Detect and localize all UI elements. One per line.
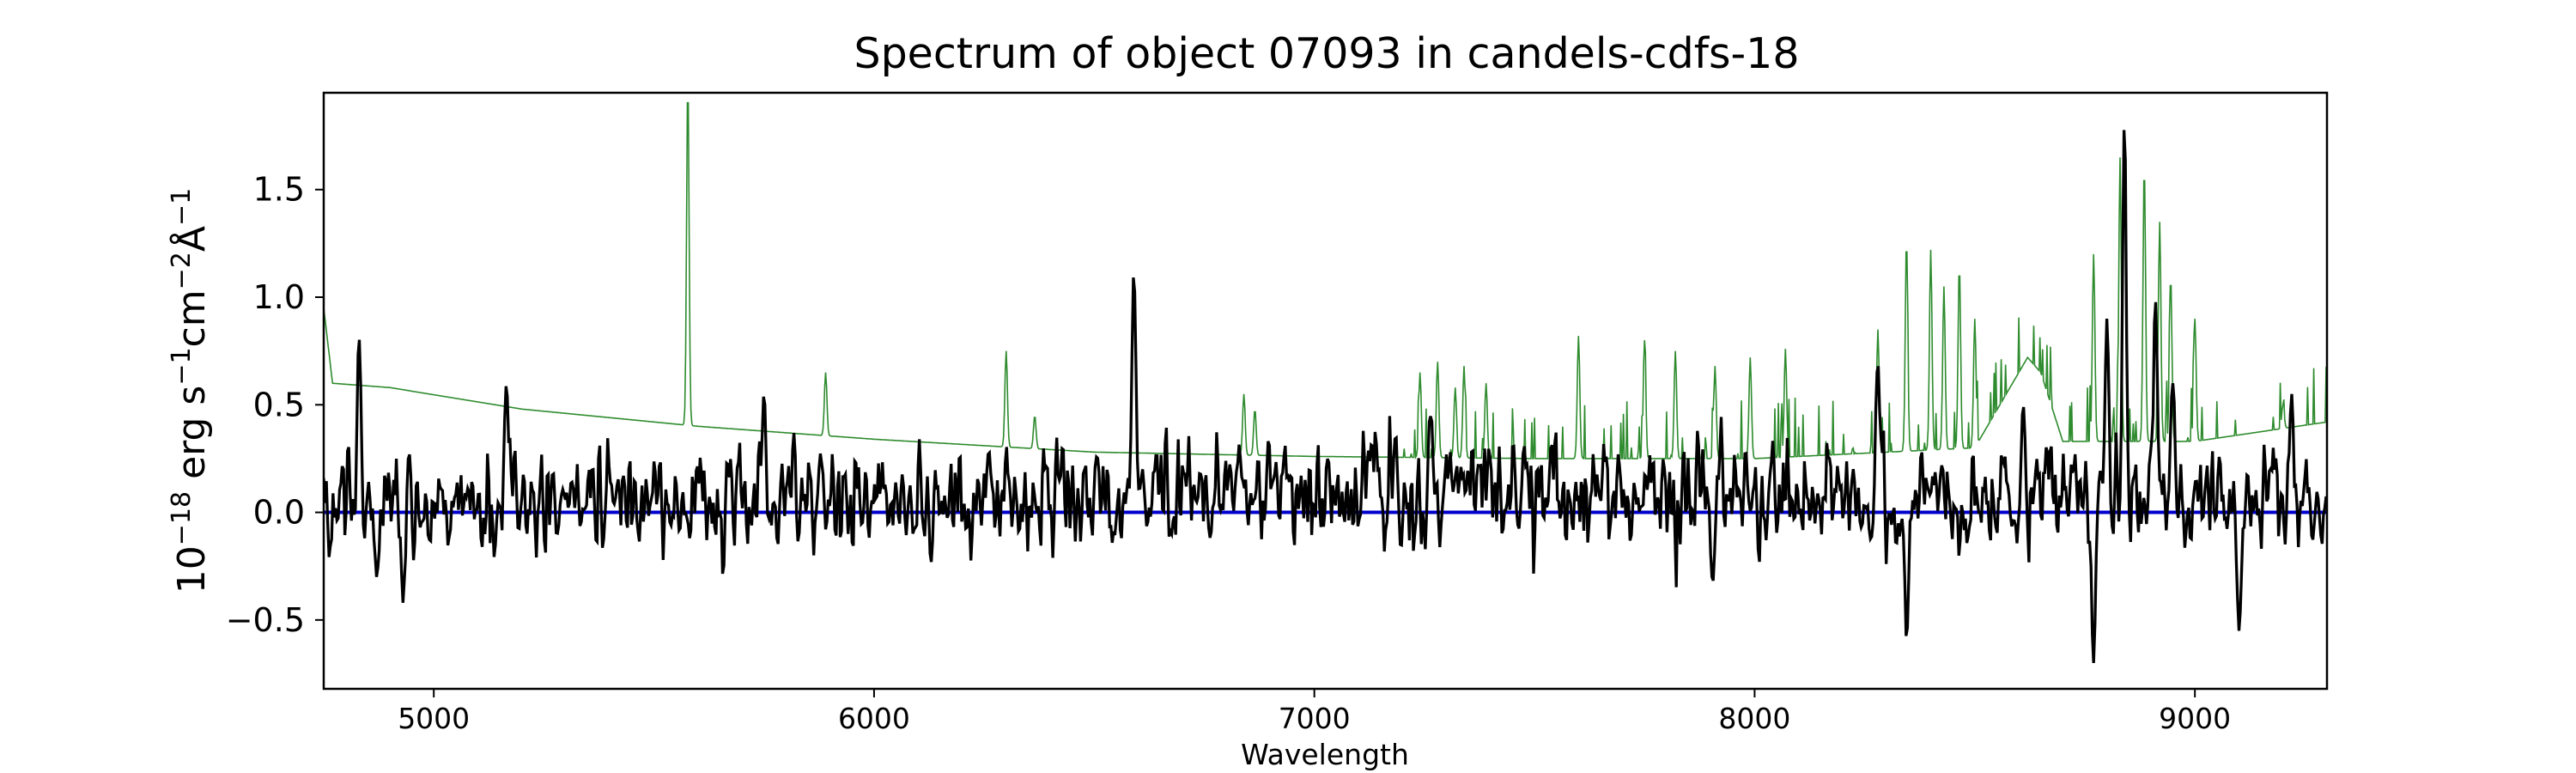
x-tick-label: 9000 [2159,702,2231,735]
x-axis-label: Wavelength [1241,738,1409,771]
y-tick-label: 1.5 [253,171,305,209]
y-label-exponent: −1 [167,347,197,385]
y-label-text: Å [168,226,214,252]
error-spectrum-line [324,101,2327,460]
y-label-text: cm [170,289,214,347]
y-axis-label: 10−18 erg s−1cm−2Å−1 [167,188,215,593]
y-label-text: 10 [170,545,214,593]
y-tick-label: −0.5 [226,601,305,639]
y-label-exponent: −18 [167,491,197,545]
y-tick-label: 0.5 [253,386,305,423]
y-tick-label: 0.0 [253,494,305,532]
x-tick-label: 8000 [1718,702,1790,735]
axes-frame [322,91,2329,691]
y-label-exponent: −1 [167,188,197,226]
y-label-text: erg s [170,386,214,491]
y-tick-label: 1.0 [253,278,305,316]
y-label-exponent: −2 [167,252,197,289]
x-axis-ticks: 5000 6000 7000 8000 9000 [398,689,2231,735]
chart-title: Spectrum of object 07093 in candels-cdfs… [854,29,1799,78]
x-tick-label: 5000 [398,702,470,735]
flux-spectrum-line [324,130,2327,663]
x-tick-label: 7000 [1279,702,1351,735]
plot-area [324,101,2327,663]
x-tick-label: 6000 [838,702,910,735]
y-axis-ticks: −0.5 0.0 0.5 1.0 1.5 [226,171,324,639]
